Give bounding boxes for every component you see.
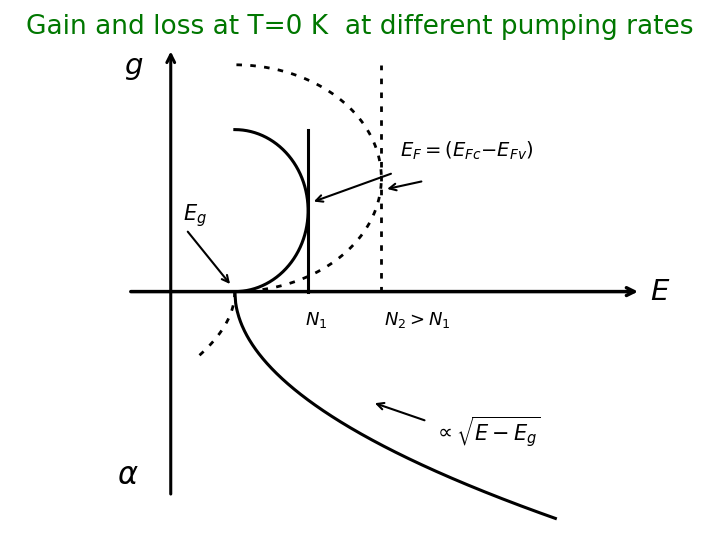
Text: $g$: $g$ <box>125 53 144 82</box>
Text: $N_2 >N_1$: $N_2 >N_1$ <box>384 310 451 330</box>
Text: $E_g$: $E_g$ <box>183 202 207 230</box>
Text: $N_1$: $N_1$ <box>305 310 328 330</box>
Text: $E$: $E$ <box>650 278 670 306</box>
Text: $E_F{=}(E_{Fc}{-}E_{Fv})$: $E_F{=}(E_{Fc}{-}E_{Fv})$ <box>400 140 534 163</box>
Text: $\propto \sqrt{E - E_g}$: $\propto \sqrt{E - E_g}$ <box>433 414 541 450</box>
Text: $\alpha$: $\alpha$ <box>117 460 139 491</box>
Text: Gain and loss at T=0 K  at different pumping rates: Gain and loss at T=0 K at different pump… <box>26 14 694 39</box>
